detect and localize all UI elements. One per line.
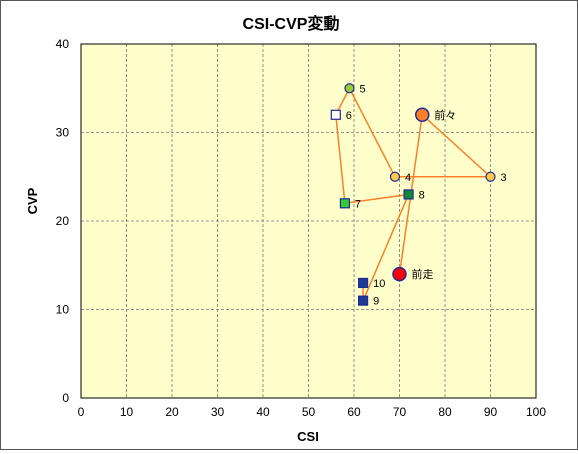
x-tick-label: 20 [165,405,179,419]
y-tick-label: 0 [62,391,69,405]
point-label: 前々 [434,108,456,122]
x-axis-tick-labels: 0 10 20 30 40 50 60 70 80 90 100 [78,405,547,419]
y-axis-label: CVP [25,187,40,214]
data-point [358,295,369,306]
point-label: 9 [373,296,379,308]
series-line-segment [362,194,410,301]
data-point [344,83,355,94]
data-point [358,277,369,289]
point-labels: 前走 前々 3 4 5 6 7 8 9 10 [346,83,507,307]
point-label: 10 [373,278,385,290]
data-point [403,189,414,200]
data-point [415,107,430,123]
data-points [330,83,496,306]
data-point [485,171,496,182]
point-label: 3 [501,172,507,184]
x-tick-label: 40 [256,405,270,419]
plot-border [80,43,537,399]
x-tick-label: 0 [78,405,85,419]
point-label: 5 [359,83,365,95]
x-tick-label: 50 [302,405,316,419]
x-tick-label: 90 [484,405,498,419]
data-point [330,109,341,120]
chart-title: CSI-CVP変動 [243,14,340,33]
x-tick-label: 10 [120,405,134,419]
point-label: 7 [355,198,361,210]
point-label: 8 [419,189,425,201]
point-label: 前走 [412,267,434,281]
x-tick-label: 60 [347,405,361,419]
x-tick-label: 80 [438,405,452,419]
data-point [389,171,401,182]
y-tick-label: 30 [56,126,70,140]
series-line-segment [335,114,346,204]
series-line-segment [344,193,409,205]
y-tick-label: 20 [56,214,70,228]
series-line-segment [348,87,396,178]
x-tick-label: 70 [393,405,407,419]
series-line-segment [421,114,492,178]
x-tick-label: 30 [211,405,225,419]
x-tick-label: 100 [526,405,546,419]
x-axis-label: CSI [297,429,319,444]
y-axis-tick-labels: 0 10 20 30 40 [56,37,70,405]
data-point [339,198,350,209]
grid-lines [81,44,536,398]
point-label: 4 [405,172,411,184]
y-tick-label: 10 [56,303,70,317]
data-point [392,266,407,282]
y-tick-label: 40 [56,37,70,51]
point-label: 6 [346,110,352,122]
